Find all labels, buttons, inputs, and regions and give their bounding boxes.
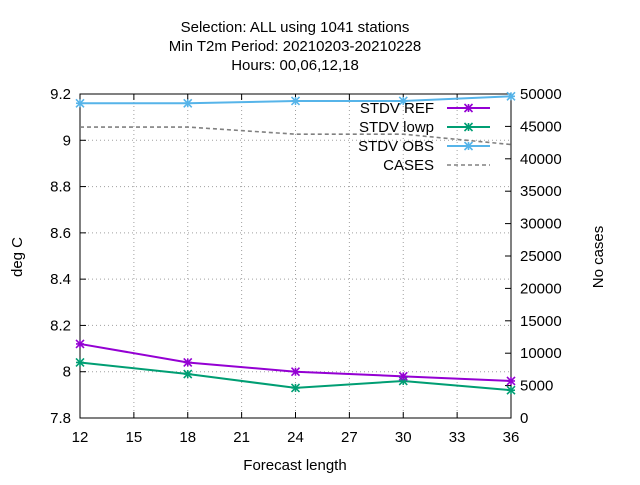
y2-tick-label: 35000 [520, 183, 562, 200]
y-tick-label: 8.6 [50, 225, 71, 242]
x-tick-label: 24 [287, 429, 304, 446]
y-tick-label: 8.2 [50, 317, 71, 334]
title-line-1: Selection: ALL using 1041 stations [181, 19, 410, 36]
series-line-cases [80, 126, 512, 146]
legend-label: STDV OBS [358, 138, 434, 155]
x-tick-label: 27 [341, 429, 358, 446]
data-point [75, 339, 85, 349]
title-line-2: Min T2m Period: 20210203-20210228 [169, 38, 421, 55]
y2-tick-label: 15000 [520, 313, 562, 330]
y2-tick-label: 5000 [520, 378, 553, 395]
data-point [398, 371, 408, 381]
y2-tick-label: 20000 [520, 280, 562, 297]
x-tick-label: 18 [179, 429, 196, 446]
legend-label: CASES [383, 157, 434, 174]
legend-label: STDV lowp [359, 119, 434, 136]
y-tick-label: 8.8 [50, 179, 71, 196]
y2-tick-label: 30000 [520, 216, 562, 233]
x-tick-label: 36 [503, 429, 520, 446]
y2-tick-label: 50000 [520, 86, 562, 103]
title-line-3: Hours: 00,06,12,18 [231, 57, 359, 74]
data-point [75, 357, 85, 368]
y2-tick-label: 25000 [520, 248, 562, 265]
data-point [506, 376, 516, 386]
data-point [506, 91, 516, 101]
y2-tick-label: 45000 [520, 118, 562, 135]
data-point [463, 141, 474, 151]
y2-tick-label: 0 [520, 410, 528, 427]
data-point [506, 385, 516, 395]
data-point [183, 357, 193, 368]
data-point [290, 383, 301, 393]
x-tick-label: 15 [126, 429, 143, 446]
y-tick-label: 8.4 [50, 271, 71, 288]
x-tick-label: 33 [449, 429, 466, 446]
y-tick-label: 7.8 [50, 410, 71, 427]
data-point [290, 367, 301, 377]
y2-tick-label: 10000 [520, 345, 562, 362]
data-point [290, 96, 301, 106]
x-tick-label: 12 [72, 429, 89, 446]
y-tick-label: 9 [63, 132, 71, 149]
legend-label: STDV REF [360, 100, 434, 117]
data-point [75, 98, 85, 108]
x-tick-label: 21 [233, 429, 250, 446]
legend: STDV REF STDV lowp STDV OBS CASES [358, 100, 490, 174]
y-tick-label: 8 [63, 364, 71, 381]
y-tick-label: 9.2 [50, 86, 71, 103]
data-point [463, 122, 474, 132]
x-axis-label: Forecast length [243, 457, 346, 474]
data-point [463, 103, 474, 113]
data-point [398, 96, 408, 106]
series-group [75, 91, 516, 395]
y2-axis-label: No cases [590, 226, 607, 289]
data-point [183, 369, 193, 379]
x-tick-label: 30 [395, 429, 412, 446]
tick-labels: 12 15 18 21 24 27 30 33 36 7.8 8 8.2 8.4 8.6 8.8 9 9.2 0 5… [50, 86, 562, 446]
y-axis-label: deg C [9, 237, 26, 277]
data-point [183, 98, 193, 108]
y2-tick-label: 40000 [520, 151, 562, 168]
